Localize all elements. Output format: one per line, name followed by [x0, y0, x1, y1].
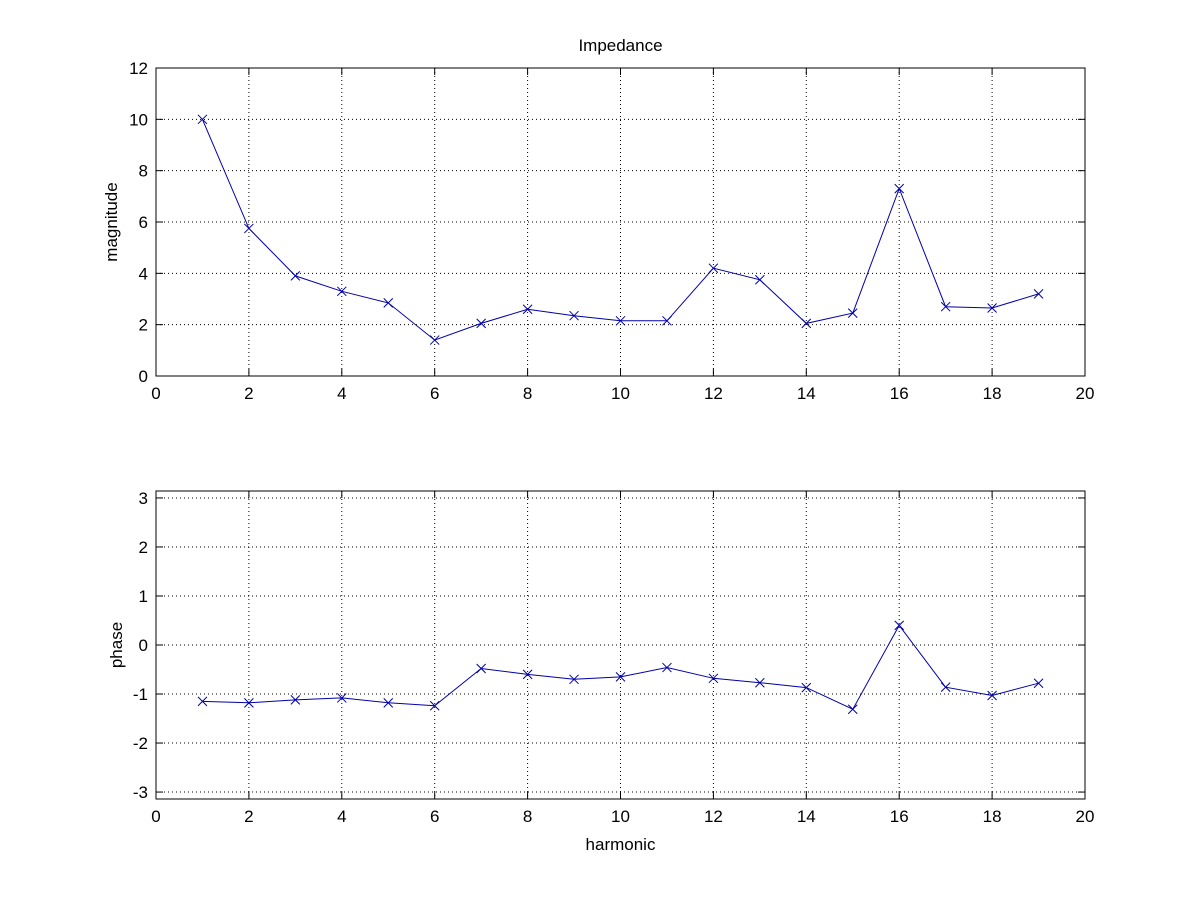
- magnitude-data-point: [615, 315, 626, 326]
- magnitude-data-point: [476, 318, 487, 329]
- phase-x-tick-label: 2: [244, 807, 253, 826]
- phase-y-tick-label: 3: [139, 489, 148, 508]
- magnitude-x-tick-label: 4: [337, 384, 346, 403]
- phase-x-axis-label: harmonic: [586, 835, 656, 854]
- magnitude-chart-title: Impedance: [578, 36, 662, 55]
- magnitude-data-point: [336, 286, 347, 297]
- phase-x-tick-label: 0: [151, 807, 160, 826]
- phase-data-point: [847, 704, 858, 715]
- phase-y-tick-label: 1: [139, 587, 148, 606]
- magnitude-data-point: [383, 297, 394, 308]
- magnitude-x-tick-label: 14: [797, 384, 816, 403]
- phase-data-point: [569, 674, 579, 685]
- magnitude-data-point: [429, 335, 440, 345]
- magnitude-x-tick-label: 12: [704, 384, 723, 403]
- magnitude-x-tick-label: 2: [244, 384, 253, 403]
- phase-data-point: [522, 669, 533, 680]
- magnitude-data-point: [940, 301, 951, 312]
- magnitude-y-tick-label: 2: [139, 316, 148, 335]
- phase-x-tick-label: 6: [430, 807, 439, 826]
- phase-x-tick-label: 8: [523, 807, 532, 826]
- magnitude-data-point: [801, 318, 812, 329]
- magnitude-data-point: [662, 315, 672, 326]
- magnitude-data-point: [197, 114, 208, 125]
- phase-x-tick-label: 16: [890, 807, 909, 826]
- magnitude-data-point: [522, 304, 533, 315]
- magnitude-y-tick-label: 10: [129, 110, 148, 129]
- magnitude-y-axis-label: magnitude: [102, 182, 121, 261]
- phase-data-point: [894, 620, 905, 631]
- phase-data-point: [429, 700, 440, 711]
- phase-y-tick-label: -2: [133, 734, 148, 753]
- magnitude-axes-border: [155, 67, 1086, 377]
- magnitude-data-point: [1033, 289, 1044, 299]
- magnitude-data-point: [708, 263, 719, 274]
- magnitude-y-tick-label: 12: [129, 59, 148, 78]
- magnitude-y-tick-label: 0: [139, 367, 148, 386]
- phase-y-tick-label: -3: [133, 783, 148, 802]
- magnitude-data-point: [290, 271, 301, 281]
- magnitude-x-tick-label: 6: [430, 384, 439, 403]
- phase-y-tick-label: -1: [133, 685, 148, 704]
- phase-data-point: [754, 677, 765, 688]
- phase-data-point: [1033, 678, 1044, 689]
- magnitude-data-point: [894, 183, 905, 194]
- phase-x-tick-label: 4: [337, 807, 346, 826]
- magnitude-x-tick-label: 18: [983, 384, 1002, 403]
- phase-x-tick-label: 12: [704, 807, 723, 826]
- phase-x-tick-label: 14: [797, 807, 816, 826]
- magnitude-x-tick-label: 8: [523, 384, 532, 403]
- magnitude-data-point: [987, 303, 997, 313]
- phase-y-axis-label: phase: [107, 622, 126, 668]
- phase-data-point: [197, 696, 208, 707]
- phase-y-tick-label: 2: [139, 538, 148, 557]
- phase-data-point: [801, 682, 812, 693]
- magnitude-data-point: [244, 223, 254, 234]
- phase-data-point: [290, 695, 301, 705]
- phase-data-point: [476, 663, 487, 674]
- phase-data-point: [987, 690, 997, 701]
- phase-x-tick-label: 20: [1076, 807, 1095, 826]
- magnitude-data-point: [754, 274, 765, 285]
- phase-data-point: [383, 697, 394, 708]
- magnitude-x-tick-label: 10: [611, 384, 630, 403]
- phase-data-point: [940, 682, 951, 693]
- magnitude-axes: 0 2 4 6 8 10 12 14 16 18 20 0 2 4 6 8 10 12 Impedance magni…: [102, 36, 1094, 403]
- magnitude-y-tick-label: 4: [139, 264, 148, 283]
- phase-data-point: [708, 673, 719, 684]
- magnitude-x-tick-label: 0: [151, 384, 160, 403]
- phase-axes-border: [155, 490, 1086, 800]
- phase-y-tick-label: 0: [139, 636, 148, 655]
- phase-x-tick-label: 18: [983, 807, 1002, 826]
- phase-data-point: [662, 662, 672, 673]
- magnitude-data-point: [569, 310, 579, 321]
- phase-x-tick-label: 10: [611, 807, 630, 826]
- magnitude-y-tick-label: 6: [139, 213, 148, 232]
- phase-data-point: [615, 672, 626, 682]
- magnitude-x-tick-label: 20: [1076, 384, 1095, 403]
- phase-data-point: [244, 697, 254, 708]
- phase-data-point: [336, 693, 347, 703]
- magnitude-data-point: [847, 308, 858, 318]
- magnitude-x-tick-label: 16: [890, 384, 909, 403]
- magnitude-y-tick-label: 8: [139, 162, 148, 181]
